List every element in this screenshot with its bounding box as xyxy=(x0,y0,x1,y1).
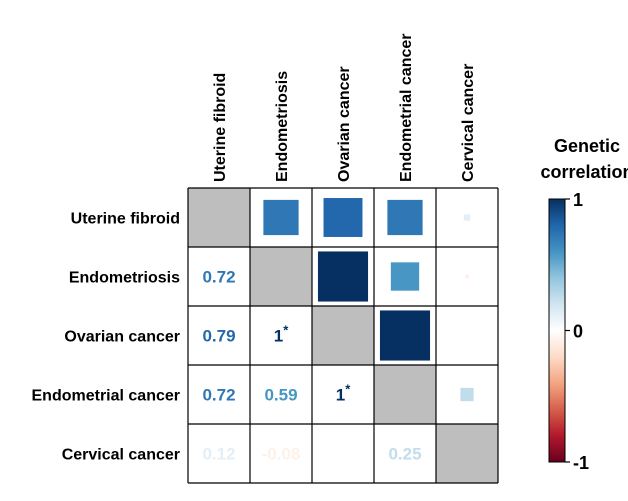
cell-endometriosis-x-ovarian-cancer-square xyxy=(314,248,372,305)
cell-uterine-fibroid-x-ovarian-cancer-square xyxy=(320,195,366,240)
cell-cervical-cancer-x-endometriosis-background xyxy=(250,424,312,483)
cell-cervical-cancer-x-ovarian-cancer-background xyxy=(312,424,374,483)
cell-cervical-cancer-x-uterine-fibroid-value: 0.12 xyxy=(202,445,235,464)
cell-cervical-cancer-x-ovarian-cancer-value: 0 xyxy=(338,445,347,464)
legend-title-line1: Genetic xyxy=(554,136,620,156)
diagonal-ovarian-cancer xyxy=(312,306,374,365)
column-label-ovarian-cancer: Ovarian cancer xyxy=(336,66,353,182)
column-label-uterine-fibroid: Uterine fibroid xyxy=(212,73,229,182)
column-label-endometriosis: Endometriosis xyxy=(274,71,291,182)
cell-endometrial-cancer-x-uterine-fibroid-value: 0.72 xyxy=(202,386,235,405)
cell-cervical-cancer-x-uterine-fibroid-background xyxy=(188,424,250,483)
cell-endometrial-cancer-x-ovarian-cancer-background xyxy=(312,365,374,424)
column-label-cervical-cancer: Cervical cancer xyxy=(460,64,477,182)
cell-endometriosis-x-cervical-cancer-square xyxy=(464,274,470,279)
diagonal-cervical-cancer xyxy=(436,424,498,483)
legend-title-line2: correlation xyxy=(540,162,628,182)
column-label-endometrial-cancer: Endometrial cancer xyxy=(398,34,415,183)
cell-ovarian-cancer-x-uterine-fibroid-background xyxy=(188,306,250,365)
cell-endometrial-cancer-x-cervical-cancer-square xyxy=(460,387,474,402)
cell-endometriosis-x-endometrial-cancer-square xyxy=(387,259,423,294)
row-label-cervical-cancer: Cervical cancer xyxy=(62,447,180,464)
cell-ovarian-cancer-x-endometriosis-background xyxy=(250,306,312,365)
legend-tick-label: 1 xyxy=(573,190,583,210)
cell-endometrial-cancer-x-uterine-fibroid-background xyxy=(188,365,250,424)
cell-ovarian-cancer-x-endometrial-cancer-square xyxy=(376,307,434,364)
cell-endometrial-cancer-x-endometriosis-value: 0.59 xyxy=(264,386,297,405)
legend-colorbar xyxy=(548,198,566,463)
row-label-ovarian-cancer: Ovarian cancer xyxy=(64,329,180,346)
cell-endometrial-cancer-x-endometriosis-background xyxy=(250,365,312,424)
row-label-endometrial-cancer: Endometrial cancer xyxy=(32,388,181,405)
cell-uterine-fibroid-x-endometrial-cancer-square xyxy=(384,196,426,239)
cell-cervical-cancer-x-endometrial-cancer-value: 0.25 xyxy=(388,445,421,464)
diagonal-endometriosis xyxy=(250,247,312,306)
row-label-endometriosis: Endometriosis xyxy=(69,270,180,287)
cell-cervical-cancer-x-endometriosis-value: -0.08 xyxy=(262,445,301,464)
cell-endometrial-cancer-x-ovarian-cancer-value: 1* xyxy=(336,382,351,405)
diagonal-endometrial-cancer xyxy=(374,365,436,424)
legend-tick-label: -1 xyxy=(573,453,589,473)
cell-endometriosis-x-uterine-fibroid-value: 0.72 xyxy=(202,268,235,287)
cell-ovarian-cancer-x-cervical-cancer-background xyxy=(436,306,498,365)
diagonal-uterine-fibroid xyxy=(188,188,250,247)
cell-ovarian-cancer-x-endometriosis-value: 1* xyxy=(274,323,289,346)
cell-ovarian-cancer-x-uterine-fibroid-value: 0.79 xyxy=(202,327,235,346)
cell-cervical-cancer-x-endometrial-cancer-background xyxy=(374,424,436,483)
cell-uterine-fibroid-x-endometriosis-square xyxy=(260,196,302,239)
cell-uterine-fibroid-x-cervical-cancer-square xyxy=(463,214,471,221)
legend-tick-label: 0 xyxy=(573,322,583,342)
cell-endometriosis-x-uterine-fibroid-background xyxy=(188,247,250,306)
row-label-uterine-fibroid: Uterine fibroid xyxy=(71,211,180,228)
